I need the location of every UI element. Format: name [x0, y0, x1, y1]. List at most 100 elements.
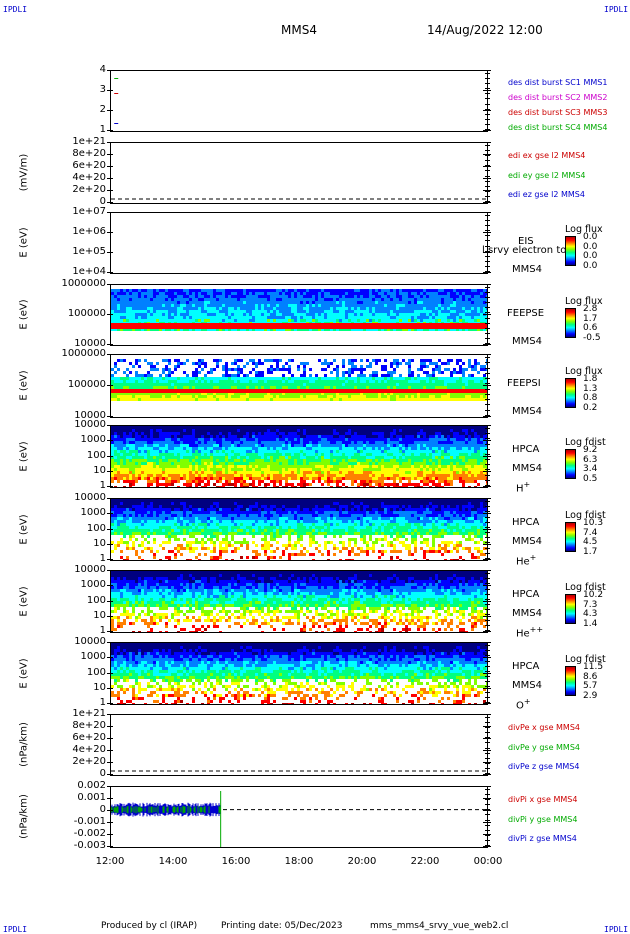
spectrogram-cell	[213, 310, 216, 313]
spectrogram-cell	[189, 435, 192, 438]
spectrogram-cell	[399, 307, 402, 310]
spectrogram-cell	[291, 432, 294, 435]
spectrogram-cell	[327, 362, 330, 365]
spectrogram-cell	[300, 374, 303, 377]
spectrogram-cell	[417, 313, 420, 316]
spectrogram-cell	[357, 374, 360, 377]
spectrogram-cell	[300, 289, 303, 292]
spectrogram-cell	[438, 328, 441, 331]
spectrogram-cell	[348, 380, 351, 383]
spectrogram-cell	[180, 398, 183, 401]
spectrogram-cell	[381, 304, 384, 307]
spectrogram-cell	[306, 301, 309, 304]
spectrogram-cell	[222, 304, 225, 307]
spectrogram-cell	[462, 298, 465, 301]
ytick-minor-right	[485, 378, 490, 380]
spectrogram-cell	[213, 395, 216, 398]
spectrogram-cell	[219, 289, 222, 292]
spectrogram-cell	[300, 298, 303, 301]
spectrogram-cell	[135, 398, 138, 401]
spectrogram-cell	[294, 289, 297, 292]
spectrogram-cell	[300, 392, 303, 395]
spectrogram-cell	[378, 380, 381, 383]
spectrogram-cell	[132, 444, 135, 447]
spectrogram-cell	[207, 295, 210, 298]
spectrogram-cell	[369, 304, 372, 307]
spectrogram-cell	[420, 398, 423, 401]
spectrogram-cell	[342, 392, 345, 395]
spectrogram-cell	[294, 307, 297, 310]
spectrogram-cell	[312, 289, 315, 292]
spectrogram-cell	[126, 316, 129, 319]
spectrogram-cell	[474, 380, 477, 383]
spectrogram-cell	[270, 328, 273, 331]
spectrogram-cell	[231, 374, 234, 377]
spectrogram-cell	[186, 426, 189, 429]
spectrogram-cell	[117, 459, 120, 462]
spectrogram-cell	[330, 471, 333, 474]
spectrogram-cell	[150, 313, 153, 316]
spectrogram-cell	[183, 362, 186, 365]
spectrogram-cell	[258, 310, 261, 313]
spectrogram-cell	[429, 323, 432, 329]
spectrogram-cell	[372, 386, 375, 389]
spectrogram-cell	[126, 374, 129, 377]
spectrogram-cell	[327, 465, 330, 468]
spectrogram-cell	[264, 441, 267, 444]
spectrogram-cell	[255, 395, 258, 398]
spectrogram-cell	[282, 389, 285, 393]
spectrogram-cell	[183, 471, 186, 474]
spectrogram-cell	[294, 298, 297, 301]
spectrogram-cell	[114, 365, 117, 368]
spectrogram-cell	[216, 444, 219, 447]
spectrogram-cell	[291, 319, 294, 322]
spectrogram-cell	[300, 432, 303, 435]
spectrogram-cell	[303, 365, 306, 368]
spectrogram-cell	[120, 450, 123, 453]
spectrogram-cell	[465, 389, 468, 393]
spectrogram-cell	[264, 380, 267, 383]
spectrogram-cell	[150, 298, 153, 301]
spectrogram-cell	[465, 395, 468, 398]
spectrogram-cell	[123, 435, 126, 438]
spectrogram-cell	[414, 307, 417, 310]
spectrogram-cell	[156, 289, 159, 292]
spectrogram-cell	[189, 450, 192, 453]
ytick-minor-right	[485, 145, 490, 146]
spectrogram-cell	[483, 383, 486, 386]
ytick-minor-right	[485, 155, 490, 157]
spectrogram-cell	[252, 450, 255, 453]
spectrogram-cell	[162, 438, 165, 441]
spectrogram-cell	[261, 426, 264, 429]
spectrogram-cell	[483, 295, 486, 298]
spectrogram-cell	[213, 398, 216, 401]
spectrogram-cell	[429, 328, 432, 331]
spectrogram-cell	[228, 323, 231, 329]
spectrogram-cell	[354, 319, 357, 322]
spectrogram-cell	[231, 483, 234, 486]
spectrogram-cell	[267, 319, 270, 322]
spectrogram-cell	[204, 432, 207, 435]
spectrogram-cell	[417, 328, 420, 331]
spectrogram-cell	[213, 468, 216, 471]
spectrogram-cell	[366, 328, 369, 331]
spectrogram-cell	[480, 316, 483, 319]
spectrogram-cell	[393, 383, 396, 386]
spectrogram-cell	[282, 477, 285, 480]
spectrogram-cell	[420, 395, 423, 398]
spectrogram-cell	[306, 453, 309, 456]
spectrogram-cell	[183, 395, 186, 398]
spectrogram-cell	[111, 319, 114, 322]
spectrogram-cell	[333, 392, 336, 395]
spectrogram-cell	[165, 447, 168, 450]
spectrogram-cell	[318, 323, 321, 329]
spectrogram-cell	[207, 450, 210, 453]
spectrogram-cell	[360, 304, 363, 307]
spectrogram-cell	[246, 395, 249, 398]
datetime-title: 14/Aug/2022 12:00	[427, 23, 543, 37]
spectrogram-cell	[141, 301, 144, 304]
spectrogram-cell	[213, 453, 216, 456]
spectrogram-cell	[372, 371, 375, 374]
spectrogram-cell	[177, 465, 180, 468]
spectrogram-cell	[390, 374, 393, 377]
